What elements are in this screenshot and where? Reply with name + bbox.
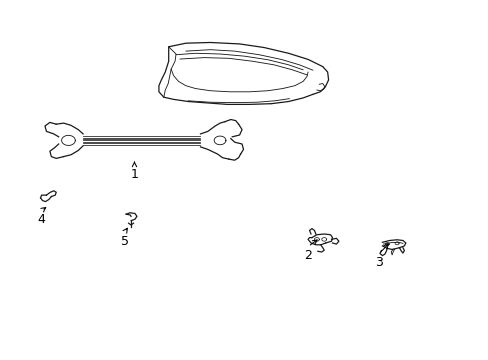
Text: 5: 5 <box>121 235 128 248</box>
Text: 3: 3 <box>374 256 382 269</box>
Text: 1: 1 <box>130 168 138 181</box>
Text: 2: 2 <box>304 249 311 262</box>
Text: 4: 4 <box>38 213 45 226</box>
